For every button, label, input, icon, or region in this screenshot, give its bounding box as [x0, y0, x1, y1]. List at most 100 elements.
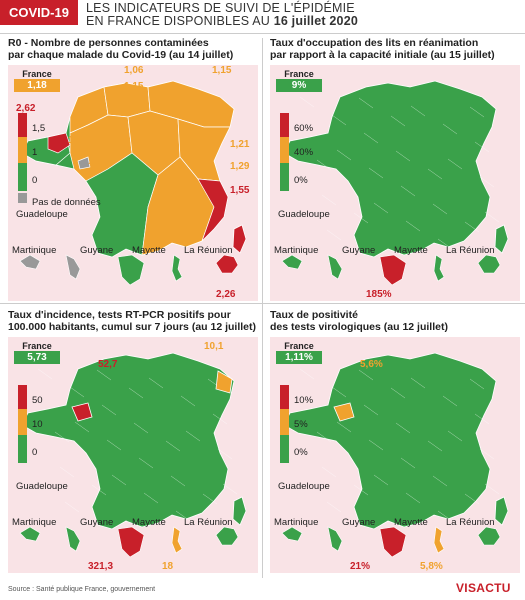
- department-border: [326, 229, 342, 241]
- value-ne: 10,1: [204, 341, 224, 352]
- department-border: [336, 149, 352, 161]
- france-value: 9%: [276, 79, 322, 92]
- department-border: [410, 377, 426, 389]
- department-border: [400, 185, 416, 197]
- label-guyane: Guyane: [80, 517, 114, 528]
- panel-title-line-1: Taux d'occupation des lits en réanimatio…: [270, 37, 479, 49]
- legend-bar-orange: [18, 409, 27, 435]
- value-mayotte: 5,8%: [420, 561, 443, 572]
- region-se: [197, 178, 229, 242]
- department-border: [400, 457, 416, 469]
- value-mid_w: 1,5: [68, 135, 82, 146]
- panel-incidence: Taux d'incidence, tests RT-PCR positifs …: [8, 309, 258, 573]
- legend-label: 50: [32, 395, 43, 406]
- department-border: [353, 484, 369, 496]
- island-guyane: [117, 526, 145, 558]
- legend: 1,5 1 0 Pas de données: [18, 113, 128, 223]
- corsica: [494, 496, 509, 526]
- department-border: [479, 176, 495, 188]
- island-martinique: [65, 254, 81, 280]
- france-map: [281, 80, 509, 286]
- value-guyane: 185%: [366, 289, 392, 300]
- island-reunion: [215, 254, 239, 274]
- department-border: [358, 97, 374, 109]
- department-border: [217, 448, 233, 460]
- label-mayotte: Mayotte: [394, 517, 428, 528]
- legend-label: 0: [32, 447, 38, 458]
- department-border: [390, 387, 406, 399]
- department-border: [336, 421, 352, 433]
- france-mainland: [21, 352, 235, 530]
- department-border: [321, 466, 337, 478]
- panel-title: Taux d'incidence, tests RT-PCR positifs …: [8, 309, 266, 333]
- label-martinique: Martinique: [12, 517, 57, 528]
- legend-bar-green: [18, 163, 27, 191]
- department-border: [447, 158, 463, 170]
- department-border: [138, 457, 154, 469]
- header: COVID-19 LES INDICATEURS DE SUIVI DE L'É…: [0, 0, 525, 34]
- value-mayotte: 18: [162, 561, 174, 572]
- value-mayenne: 52,7: [98, 359, 118, 370]
- panel-title: Taux de positivité des tests virologiques…: [270, 309, 525, 333]
- label-martinique: Martinique: [274, 245, 319, 256]
- department-border: [437, 510, 453, 522]
- value-center: 1,37: [88, 161, 108, 172]
- department-border: [133, 422, 149, 434]
- department-border: [353, 212, 369, 224]
- france-value: 5,73: [14, 351, 60, 364]
- department-border: [479, 448, 495, 460]
- legend-label: 1: [32, 147, 38, 158]
- france-label: France: [22, 69, 52, 79]
- department-border: [111, 474, 127, 486]
- island-guadeloupe: [281, 254, 303, 270]
- legend-bar-orange: [18, 137, 27, 163]
- department-border: [331, 114, 347, 126]
- france-map: [281, 352, 509, 558]
- label-reunion: La Réunion: [446, 517, 495, 528]
- panel-title: R0 - Nombre de personnes contaminées par …: [8, 37, 266, 61]
- legend-bar-green: [18, 435, 27, 463]
- department-border: [405, 492, 421, 504]
- island-reunion: [477, 526, 501, 546]
- panel-title-line-1: R0 - Nombre de personnes contaminées: [8, 37, 209, 49]
- department-border: [410, 105, 426, 117]
- department-border: [69, 386, 85, 398]
- department-border: [202, 493, 218, 505]
- label-guadeloupe: Guadeloupe: [16, 481, 68, 492]
- department-border: [143, 492, 159, 504]
- department-border: [358, 369, 374, 381]
- panel-r0: R0 - Nombre de personnes contaminées par …: [8, 37, 258, 301]
- department-border: [427, 440, 443, 452]
- department-border: [442, 395, 458, 407]
- department-border: [326, 501, 342, 513]
- value-se2: 1,55: [230, 185, 250, 196]
- label-mayotte: Mayotte: [132, 517, 166, 528]
- department-border: [321, 194, 337, 206]
- france-mainland: [283, 80, 497, 258]
- legend-label: 10: [32, 419, 43, 430]
- island-mayotte: [433, 254, 445, 282]
- label-guyane: Guyane: [80, 245, 114, 256]
- title-line-1: LES INDICATEURS DE SUIVI DE L'ÉPIDÉMIE: [86, 1, 355, 15]
- panel-icu-occupancy: Taux d'occupation des lits en réanimatio…: [270, 37, 520, 301]
- department-no-data: [77, 156, 91, 170]
- island-mayotte: [171, 526, 183, 554]
- department-border: [54, 431, 70, 443]
- legend-label: 0: [32, 175, 38, 186]
- department-border: [316, 431, 332, 443]
- department-border: [390, 115, 406, 127]
- island-reunion: [215, 526, 239, 546]
- department-border: [437, 238, 453, 250]
- legend-bar-orange: [280, 409, 289, 435]
- label-guyane: Guyane: [342, 245, 376, 256]
- department-border: [64, 501, 80, 513]
- label-reunion: La Réunion: [184, 517, 233, 528]
- legend-label: 60%: [294, 123, 314, 134]
- legend-label: 5%: [294, 419, 308, 430]
- department-border: [373, 474, 389, 486]
- label-martinique: Martinique: [12, 245, 57, 256]
- department-border: [484, 483, 500, 495]
- department-border: [106, 439, 122, 451]
- department-border: [464, 493, 480, 505]
- topic-badge: COVID-19: [0, 0, 78, 25]
